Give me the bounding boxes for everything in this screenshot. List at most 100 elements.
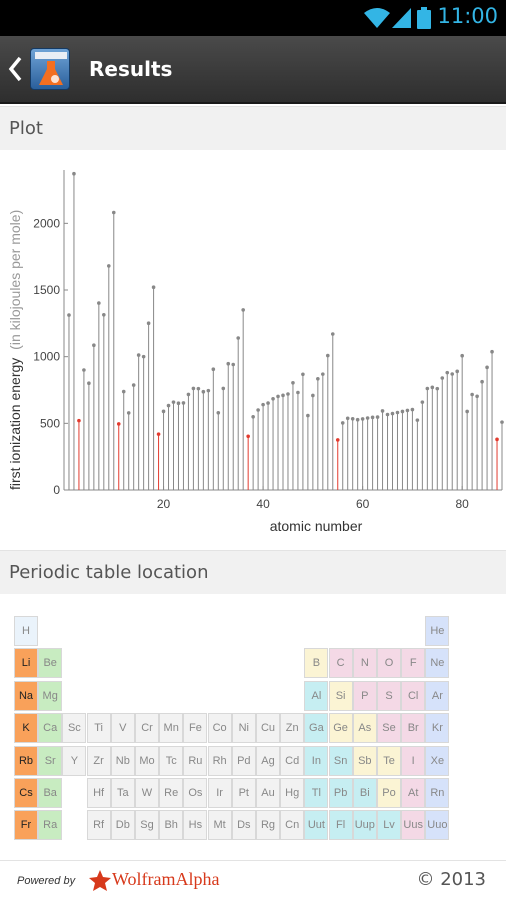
data-point bbox=[440, 376, 444, 380]
data-point bbox=[107, 264, 111, 268]
element-cell-ru: Ru bbox=[183, 746, 207, 776]
screen-title: Results bbox=[89, 57, 172, 81]
status-bar: 11:00 bbox=[0, 0, 506, 36]
data-point bbox=[147, 321, 151, 325]
flask-icon bbox=[31, 49, 71, 91]
element-cell-ni: Ni bbox=[232, 713, 256, 743]
y-tick-label: 1000 bbox=[33, 350, 60, 364]
data-point bbox=[281, 394, 285, 398]
element-cell-ga: Ga bbox=[304, 713, 328, 743]
data-point bbox=[495, 438, 499, 442]
data-point bbox=[82, 368, 86, 372]
wolfram-star-icon bbox=[89, 870, 111, 892]
element-cell-h: H bbox=[14, 616, 38, 646]
element-cell-uus: Uus bbox=[401, 810, 425, 840]
element-cell-ag: Ag bbox=[256, 746, 280, 776]
data-point bbox=[321, 372, 325, 376]
data-point bbox=[152, 285, 156, 289]
element-cell-lv: Lv bbox=[377, 810, 401, 840]
battery-icon bbox=[417, 7, 431, 29]
element-cell-w: W bbox=[135, 778, 159, 808]
data-point bbox=[445, 371, 449, 375]
element-cell-v: V bbox=[111, 713, 135, 743]
element-cell-bi: Bi bbox=[353, 778, 377, 808]
y-axis-label-unit: (in kilojoules per mole) bbox=[7, 210, 23, 350]
app-logo-icon[interactable] bbox=[30, 48, 70, 90]
element-cell-uuo: Uuo bbox=[425, 810, 449, 840]
data-point bbox=[187, 393, 191, 397]
data-point bbox=[221, 387, 225, 391]
footer: Powered by WolframAlpha © 2013 bbox=[0, 860, 506, 900]
element-cell-rn: Rn bbox=[425, 778, 449, 808]
data-point bbox=[371, 416, 375, 420]
element-cell-b: B bbox=[304, 648, 328, 678]
element-cell-c: C bbox=[329, 648, 353, 678]
data-point bbox=[92, 343, 96, 347]
plot-section-header: Plot bbox=[0, 106, 506, 150]
periodic-table: H He Li Be B C N O F Ne Na Mg Al Si P S Cl Ar K Ca Sc Ti V Cr Mn… bbox=[0, 594, 506, 859]
element-cell-f: F bbox=[401, 648, 425, 678]
element-cell-tc: Tc bbox=[159, 746, 183, 776]
y-tick-label: 1500 bbox=[33, 283, 60, 297]
element-cell-uut: Uut bbox=[304, 810, 328, 840]
plot-section-title: Plot bbox=[9, 118, 43, 139]
element-cell-kr: Kr bbox=[425, 713, 449, 743]
data-point bbox=[351, 417, 355, 421]
data-point bbox=[261, 403, 265, 407]
element-cell-se: Se bbox=[377, 713, 401, 743]
element-cell-cd: Cd bbox=[280, 746, 304, 776]
element-cell-at: At bbox=[401, 778, 425, 808]
element-cell-si: Si bbox=[329, 681, 353, 711]
element-cell-p: P bbox=[353, 681, 377, 711]
y-tick-label: 0 bbox=[53, 483, 60, 497]
element-cell-mg: Mg bbox=[38, 681, 62, 711]
data-point bbox=[202, 390, 206, 394]
element-cell-pt: Pt bbox=[232, 778, 256, 808]
data-point bbox=[182, 401, 186, 405]
element-cell-li: Li bbox=[14, 648, 38, 678]
data-point bbox=[167, 404, 171, 408]
element-cell-br: Br bbox=[401, 713, 425, 743]
data-point bbox=[470, 393, 474, 397]
element-cell-al: Al bbox=[304, 681, 328, 711]
data-point bbox=[490, 350, 494, 354]
data-point bbox=[117, 422, 121, 426]
data-point bbox=[376, 415, 380, 419]
ionization-energy-chart: first ionization energy (in kilojoules p… bbox=[0, 150, 506, 550]
data-point bbox=[122, 390, 126, 394]
element-cell-na: Na bbox=[14, 681, 38, 711]
back-chevron-icon[interactable] bbox=[8, 56, 22, 82]
element-cell-pb: Pb bbox=[329, 778, 353, 808]
data-point bbox=[216, 411, 220, 415]
data-point bbox=[455, 370, 459, 374]
element-cell-pd: Pd bbox=[232, 746, 256, 776]
data-point bbox=[450, 372, 454, 376]
data-point bbox=[336, 438, 340, 442]
signal-icon bbox=[392, 7, 412, 29]
data-point bbox=[406, 409, 410, 413]
data-point bbox=[460, 354, 464, 358]
element-cell-sc: Sc bbox=[62, 713, 86, 743]
element-cell-zn: Zn bbox=[280, 713, 304, 743]
element-cell-po: Po bbox=[377, 778, 401, 808]
element-cell-mo: Mo bbox=[135, 746, 159, 776]
element-cell-te: Te bbox=[377, 746, 401, 776]
chart-stems bbox=[67, 172, 504, 490]
element-cell-zr: Zr bbox=[87, 746, 111, 776]
y-tick-label: 2000 bbox=[33, 216, 60, 230]
data-point bbox=[431, 386, 435, 390]
element-cell-nb: Nb bbox=[111, 746, 135, 776]
data-point bbox=[177, 401, 181, 405]
data-point bbox=[341, 421, 345, 425]
element-cell-i: I bbox=[401, 746, 425, 776]
element-cell-ds: Ds bbox=[232, 810, 256, 840]
data-point bbox=[421, 400, 425, 404]
element-cell-ir: Ir bbox=[208, 778, 232, 808]
clock: 11:00 bbox=[437, 4, 498, 28]
data-point bbox=[67, 313, 71, 317]
data-point bbox=[286, 392, 290, 396]
data-point bbox=[426, 387, 430, 391]
wolframalpha-logo[interactable]: WolframAlpha bbox=[112, 869, 220, 890]
data-point bbox=[72, 172, 76, 176]
data-point bbox=[465, 410, 469, 414]
